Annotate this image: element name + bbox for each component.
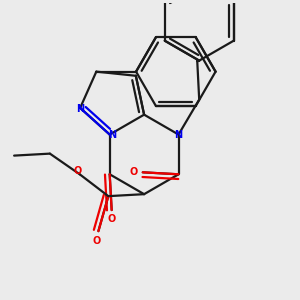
Text: N: N xyxy=(76,104,84,114)
Text: O: O xyxy=(73,166,82,176)
Text: N: N xyxy=(108,130,116,140)
Text: O: O xyxy=(107,214,116,224)
Text: O: O xyxy=(93,236,101,246)
Text: O: O xyxy=(129,167,137,177)
Text: N: N xyxy=(175,130,183,140)
